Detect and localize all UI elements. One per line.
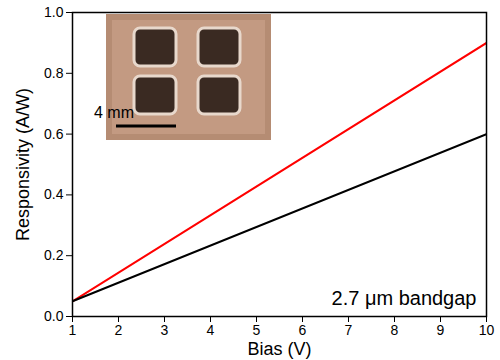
svg-text:6: 6	[299, 322, 307, 338]
svg-text:7: 7	[345, 322, 353, 338]
svg-text:1.0: 1.0	[44, 4, 64, 20]
svg-text:2.7 μm bandgap: 2.7 μm bandgap	[332, 287, 477, 309]
svg-text:3: 3	[161, 322, 169, 338]
svg-text:4 mm: 4 mm	[94, 104, 134, 121]
svg-text:2: 2	[115, 322, 123, 338]
svg-text:8: 8	[391, 322, 399, 338]
svg-text:Bias (V): Bias (V)	[247, 339, 311, 359]
svg-text:1: 1	[69, 322, 77, 338]
svg-text:0.4: 0.4	[44, 186, 64, 202]
svg-text:10: 10	[479, 322, 495, 338]
svg-text:5: 5	[253, 322, 261, 338]
svg-text:0.6: 0.6	[44, 126, 64, 142]
svg-text:0.8: 0.8	[44, 65, 64, 81]
svg-text:Responsivity (A/W): Responsivity (A/W)	[13, 88, 33, 241]
svg-text:9: 9	[437, 322, 445, 338]
svg-text:4: 4	[207, 322, 215, 338]
svg-text:0.2: 0.2	[44, 247, 64, 263]
svg-text:0.0: 0.0	[44, 308, 64, 324]
